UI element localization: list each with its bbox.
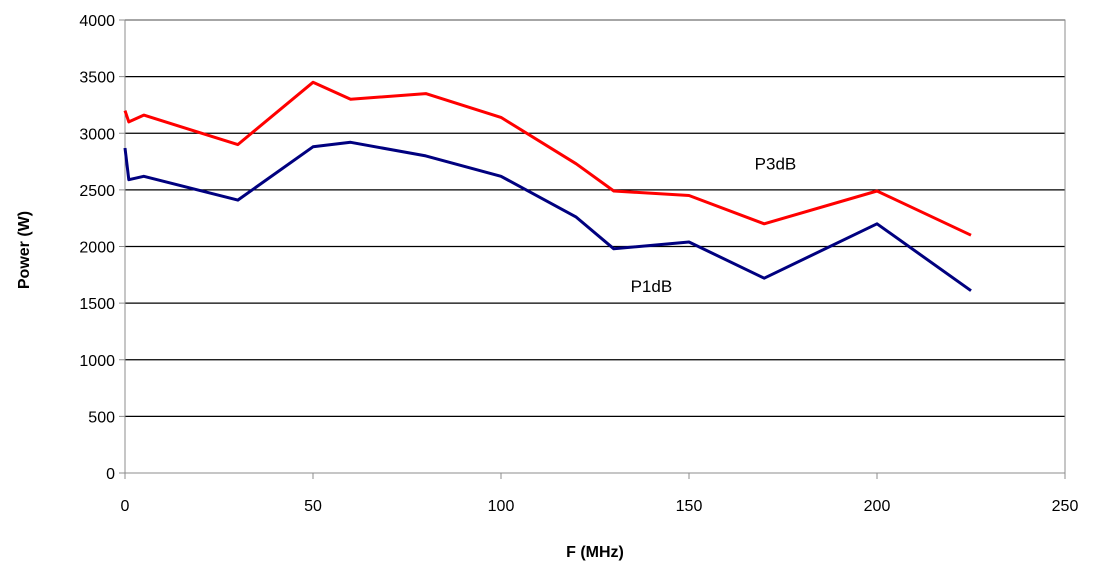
series-line-p1db xyxy=(123,140,972,292)
x-tick-label: 200 xyxy=(864,498,891,515)
x-tick-label: 50 xyxy=(304,498,322,515)
series-labels: P3dB P1dB xyxy=(631,154,797,295)
x-tick-label: 100 xyxy=(488,498,515,515)
x-tick-label: 150 xyxy=(676,498,703,515)
x-axis-title: F (MHz) xyxy=(566,544,624,561)
gridlines xyxy=(125,19,1065,418)
y-tick-label: 1000 xyxy=(79,353,115,370)
y-tick-label: 2000 xyxy=(79,240,115,257)
series-label-p3db: P3dB xyxy=(755,154,797,173)
y-axis-title: Power (W) xyxy=(16,211,33,289)
y-tick-label: 3000 xyxy=(79,126,115,143)
x-tick-label: 250 xyxy=(1052,498,1079,515)
series-line-p3db xyxy=(123,80,972,237)
y-tick-label: 2500 xyxy=(79,183,115,200)
axes: 0 500 1000 1500 2000 2500 3000 3500 4000 0 50 100 15… xyxy=(79,13,1078,515)
series-label-p1db: P1dB xyxy=(631,277,673,296)
series-lines xyxy=(123,80,972,292)
y-tick-label: 3500 xyxy=(79,70,115,87)
y-tick-label: 500 xyxy=(88,409,115,426)
y-tick-label: 4000 xyxy=(79,13,115,30)
x-tick-label: 0 xyxy=(121,498,130,515)
y-tick-label: 0 xyxy=(106,466,115,483)
y-tick-label: 1500 xyxy=(79,296,115,313)
